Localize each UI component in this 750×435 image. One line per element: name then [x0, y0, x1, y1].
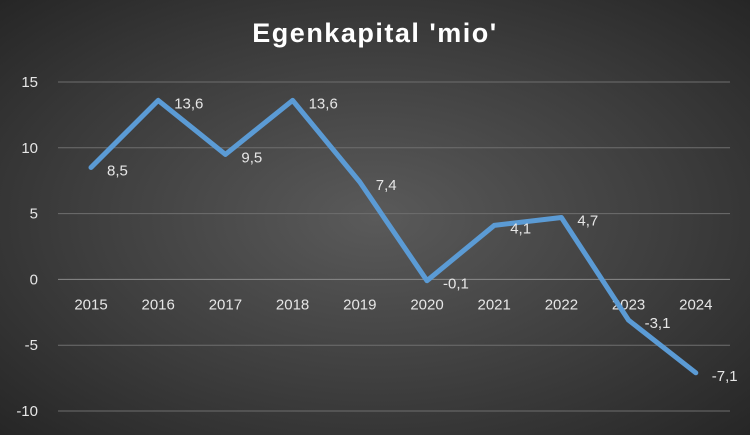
x-tick-label: 2016 [142, 296, 175, 313]
data-label-layer: 8,5 13,6 9,5 13,6 7,4 -0,1 4,1 4,7 -3,1 -7,1 [107, 95, 738, 384]
x-tick-label: 2018 [276, 296, 309, 313]
y-tick-label: 10 [21, 140, 38, 157]
grid-layer [58, 81, 730, 412]
series-line [88, 97, 699, 376]
data-label: -3,1 [645, 315, 671, 332]
data-label: -7,1 [712, 368, 738, 385]
data-label: -0,1 [443, 276, 469, 293]
y-tick-label: -5 [25, 337, 38, 354]
data-label: 7,4 [376, 177, 397, 194]
data-label: 8,5 [107, 163, 128, 180]
x-tick-label: 2020 [410, 296, 443, 313]
x-tick-label: 2024 [679, 296, 712, 313]
data-label: 13,6 [309, 95, 338, 112]
chart-title: Egenkapital 'mio' [252, 18, 498, 48]
x-tick-label: 2021 [478, 296, 511, 313]
x-tick-label: 2017 [209, 296, 242, 313]
data-label: 13,6 [174, 95, 203, 112]
y-tick-label: 5 [30, 206, 38, 223]
x-tick-label: 2019 [343, 296, 376, 313]
y-tick-label: 15 [21, 74, 38, 91]
data-label: 9,5 [241, 149, 262, 166]
x-axis: 2015 2016 2017 2018 2019 2020 2021 2022 2023 2024 [74, 296, 712, 313]
data-label: 4,1 [510, 220, 531, 237]
y-axis: 15 10 5 0 -5 -10 [16, 74, 38, 420]
y-tick-label: -10 [16, 403, 38, 420]
data-label: 4,7 [577, 213, 598, 230]
x-tick-label: 2015 [74, 296, 107, 313]
y-tick-label: 0 [30, 271, 38, 288]
series-layer [88, 97, 699, 376]
x-tick-label: 2022 [545, 296, 578, 313]
